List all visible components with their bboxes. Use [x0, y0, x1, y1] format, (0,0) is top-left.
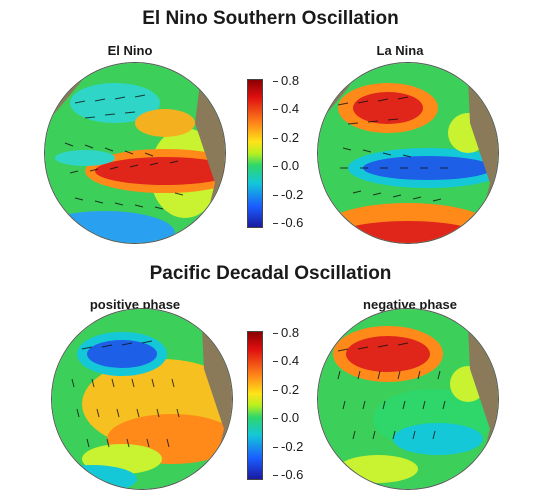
- enso-colorbar: [247, 79, 263, 228]
- el-nino-label: El Nino: [107, 43, 153, 58]
- pdo-tick-0.4: 0.4: [272, 353, 300, 368]
- pdo-tick-0.0: 0.0: [272, 410, 300, 425]
- pdo-tick-neg0.2: -0.2: [272, 439, 304, 454]
- negative-phase-label: negative phase: [363, 297, 457, 312]
- pdo-colorbar: [247, 331, 263, 480]
- enso-tick-0.4: 0.4: [272, 101, 300, 116]
- el-nino-globe: [45, 63, 225, 243]
- la-nina-label: La Nina: [376, 43, 424, 58]
- enso-tick-0.2: 0.2: [272, 130, 300, 145]
- pdo-title: Pacific Decadal Oscillation: [149, 263, 392, 284]
- la-nina-globe: [318, 63, 498, 243]
- pdo-tick-0.8: 0.8: [272, 325, 300, 340]
- enso-tick-neg0.6: -0.6: [272, 215, 304, 230]
- positive-phase-globe: [52, 309, 232, 489]
- enso-tick-0.0: 0.0: [272, 158, 300, 173]
- negative-phase-globe: [318, 309, 498, 489]
- positive-phase-label: positive phase: [89, 297, 181, 312]
- enso-title: El Nino Southern Oscillation: [142, 8, 399, 29]
- pdo-tick-0.2: 0.2: [272, 382, 300, 397]
- enso-tick-neg0.2: -0.2: [272, 187, 304, 202]
- enso-tick-0.8: 0.8: [272, 73, 300, 88]
- pdo-tick-neg0.6: -0.6: [272, 467, 304, 482]
